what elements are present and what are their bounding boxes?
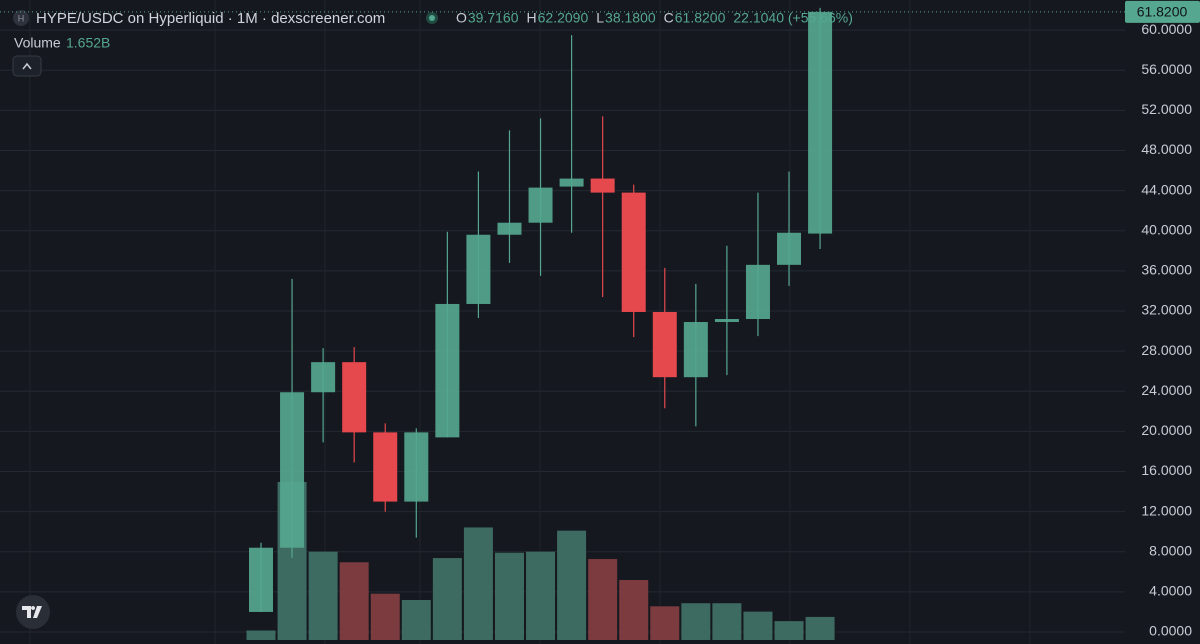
y-tick-label: 12.0000 <box>1141 502 1192 518</box>
volume-bar <box>401 600 431 640</box>
volume-bar <box>526 551 556 640</box>
legend-key: O <box>456 10 467 26</box>
candle-body <box>249 547 273 612</box>
logo-badge <box>13 10 29 26</box>
candle-body <box>342 362 367 433</box>
candle-body <box>311 362 336 393</box>
volume-bar <box>308 551 338 640</box>
tv-logo[interactable] <box>16 595 50 629</box>
legend-key: C <box>664 10 674 26</box>
grid <box>0 0 1125 644</box>
volume-bar <box>712 603 742 640</box>
collapse-icon[interactable] <box>22 62 32 70</box>
y-tick-label: 4.0000 <box>1149 583 1192 599</box>
legend-close: 61.8200 <box>675 10 726 26</box>
y-tick-label: 36.0000 <box>1141 262 1192 278</box>
candle-body <box>373 432 398 502</box>
candle-body <box>777 232 802 265</box>
y-tick-label: 8.0000 <box>1149 542 1192 558</box>
volume-bar <box>494 552 524 640</box>
candle-body <box>528 187 553 223</box>
status-dot-core <box>429 15 435 21</box>
candle-body <box>745 264 770 320</box>
candle-body <box>559 178 584 187</box>
tv-logo-badge[interactable] <box>16 595 50 629</box>
candle-body <box>497 222 522 235</box>
last-price-box <box>1125 0 1200 23</box>
candle-body <box>621 192 646 312</box>
volume-bar <box>463 527 493 640</box>
chart-title: HYPE/USDC on Hyperliquid · 1M · dexscree… <box>36 10 385 27</box>
volume-bar <box>805 616 835 640</box>
last-price-label: 61.8200 <box>1137 4 1188 20</box>
volume-name: Volume <box>14 35 61 51</box>
y-tick-label: 52.0000 <box>1141 101 1192 117</box>
y-tick-label: 16.0000 <box>1141 462 1192 478</box>
volume-bar <box>246 630 276 640</box>
legend-key: L <box>596 10 604 26</box>
y-tick-label: 32.0000 <box>1141 302 1192 318</box>
y-tick-label: 24.0000 <box>1141 382 1192 398</box>
candle-body <box>652 311 677 378</box>
legend-change: 22.1040 (+55.66%) <box>733 10 852 26</box>
y-tick-label: 60.0000 <box>1141 21 1192 37</box>
candle-body <box>466 234 491 304</box>
volume-last: 1.652B <box>66 35 110 51</box>
legend-key: H <box>527 10 537 26</box>
y-tick-label: 40.0000 <box>1141 221 1192 237</box>
volume-bar <box>339 562 369 640</box>
volume-bar <box>774 621 804 640</box>
candle-body <box>435 303 460 438</box>
candle-body <box>280 392 305 548</box>
legend-open: 39.7160 <box>468 10 519 26</box>
collapse-button[interactable] <box>12 55 42 77</box>
candle-body <box>808 11 833 234</box>
legend-high: 62.2090 <box>538 10 589 26</box>
volume-bar <box>432 558 462 640</box>
y-tick-label: 56.0000 <box>1141 61 1192 77</box>
volume-bar <box>681 603 711 640</box>
volume-bar <box>557 530 587 640</box>
tv-logo-mark[interactable] <box>22 606 42 618</box>
candle-body <box>590 178 615 193</box>
y-tick-label: 20.0000 <box>1141 422 1192 438</box>
candles <box>249 7 833 612</box>
ohlc-legend: O 39.7160 H 62.2090 L 38.1800 C 61.8200 22.1040 … <box>456 10 853 26</box>
volume-bar <box>743 611 773 640</box>
volume-bar <box>588 559 618 640</box>
candle-body <box>404 432 429 502</box>
y-tick-label: 48.0000 <box>1141 141 1192 157</box>
volume-bar <box>619 580 649 640</box>
y-tick-label: 0.0000 <box>1149 623 1192 639</box>
volume-pane <box>246 482 835 640</box>
volume-bar <box>650 606 680 640</box>
logo: H <box>18 13 25 23</box>
y-tick-label: 28.0000 <box>1141 342 1192 358</box>
collapse-box[interactable] <box>12 55 42 77</box>
y-tick-label: 44.0000 <box>1141 181 1192 197</box>
candle-body <box>683 322 708 378</box>
candle-body <box>714 319 739 323</box>
volume-bar <box>370 593 400 640</box>
legend-low: 38.1800 <box>605 10 656 26</box>
